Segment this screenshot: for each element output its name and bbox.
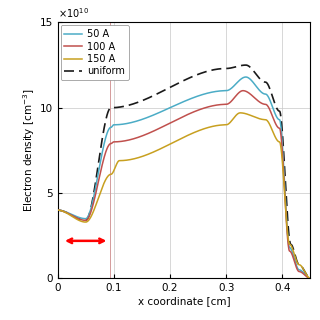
50 A	[274, 113, 277, 117]
Line: 50 A: 50 A	[58, 77, 310, 278]
100 A	[203, 106, 206, 110]
150 A	[308, 276, 312, 280]
50 A	[244, 75, 248, 79]
X-axis label: x coordinate [cm]: x coordinate [cm]	[138, 296, 230, 306]
50 A	[56, 208, 60, 212]
uniform	[56, 208, 60, 212]
150 A	[209, 125, 213, 129]
150 A	[274, 136, 277, 140]
uniform	[248, 65, 252, 69]
150 A	[203, 127, 206, 131]
150 A	[217, 124, 220, 127]
150 A	[238, 111, 242, 115]
uniform	[71, 214, 75, 218]
uniform	[217, 67, 220, 71]
150 A	[248, 113, 252, 117]
100 A	[56, 208, 60, 212]
Text: $\times 10^{10}$: $\times 10^{10}$	[58, 6, 89, 20]
uniform	[209, 68, 213, 72]
100 A	[241, 89, 245, 92]
100 A	[274, 122, 277, 126]
Line: 150 A: 150 A	[58, 113, 310, 278]
50 A	[203, 92, 206, 96]
Legend: 50 A, 100 A, 150 A, uniform: 50 A, 100 A, 150 A, uniform	[60, 25, 129, 80]
150 A	[71, 215, 75, 219]
50 A	[308, 276, 312, 280]
100 A	[308, 276, 312, 280]
100 A	[217, 103, 220, 107]
100 A	[248, 92, 252, 95]
uniform	[244, 63, 248, 67]
uniform	[203, 70, 206, 74]
50 A	[209, 91, 213, 94]
uniform	[274, 104, 277, 108]
uniform	[308, 276, 312, 280]
Y-axis label: Electron density [cm$^{-3}$]: Electron density [cm$^{-3}$]	[21, 89, 37, 212]
50 A	[71, 213, 75, 217]
50 A	[217, 89, 220, 93]
50 A	[248, 77, 252, 81]
100 A	[71, 214, 75, 218]
150 A	[56, 208, 60, 212]
Line: uniform: uniform	[58, 65, 310, 278]
Line: 100 A: 100 A	[58, 91, 310, 278]
100 A	[209, 104, 213, 108]
